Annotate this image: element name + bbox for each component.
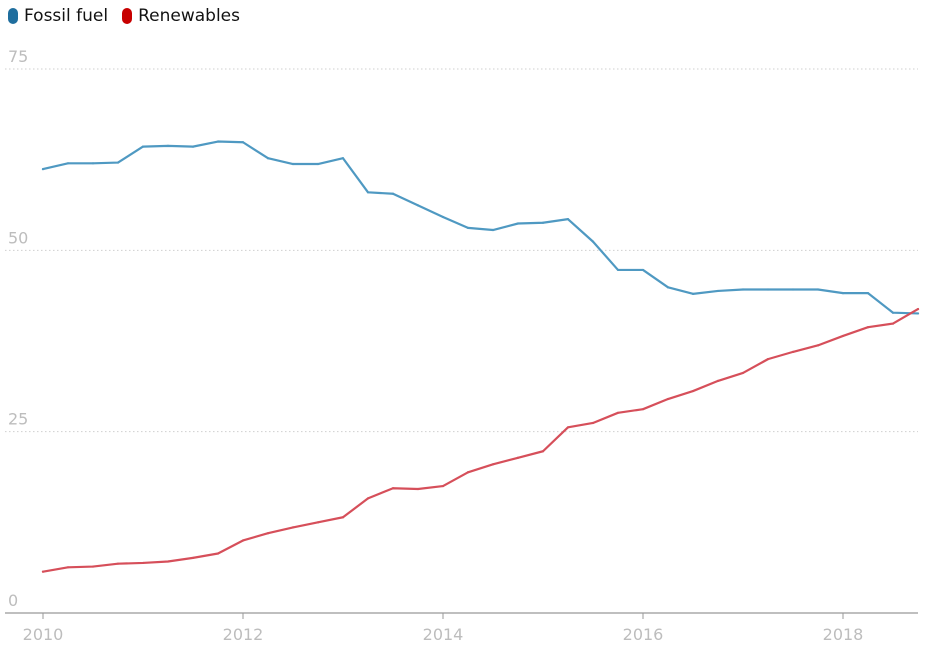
- data-point-renewables: [241, 539, 245, 542]
- data-point-fossil-fuel: [516, 222, 520, 225]
- data-point-fossil-fuel: [391, 192, 395, 195]
- data-point-renewables: [366, 497, 370, 500]
- data-point-fossil-fuel: [866, 292, 870, 295]
- x-tick-label: 2018: [823, 625, 864, 644]
- data-point-renewables: [316, 521, 320, 524]
- data-point-fossil-fuel: [791, 288, 795, 291]
- data-point-fossil-fuel: [66, 162, 70, 165]
- x-tick-label: 2014: [423, 625, 464, 644]
- legend: Fossil fuel Renewables: [8, 6, 240, 26]
- data-point-fossil-fuel: [166, 144, 170, 147]
- data-point-renewables: [691, 389, 695, 393]
- data-point-renewables: [441, 484, 445, 488]
- x-tick-label: 2016: [623, 625, 664, 644]
- data-point-fossil-fuel: [741, 288, 745, 291]
- data-point-fossil-fuel: [266, 157, 270, 160]
- data-point-fossil-fuel: [641, 268, 645, 272]
- x-axis: 2010 2012 2014 2016 2018: [23, 613, 864, 644]
- data-point-renewables: [191, 556, 195, 559]
- legend-label-renewables: Renewables: [138, 6, 240, 26]
- data-point-renewables: [916, 307, 920, 311]
- data-point-fossil-fuel: [466, 226, 470, 229]
- data-point-fossil-fuel: [366, 191, 370, 194]
- data-point-renewables: [266, 532, 270, 535]
- data-point-fossil-fuel: [91, 162, 95, 165]
- data-point-fossil-fuel: [116, 161, 120, 164]
- data-point-fossil-fuel: [316, 162, 320, 166]
- data-point-renewables: [841, 334, 845, 338]
- data-point-fossil-fuel: [216, 140, 220, 143]
- y-tick-label: 50: [8, 228, 28, 247]
- data-point-fossil-fuel: [766, 288, 770, 291]
- data-point-renewables: [416, 487, 420, 491]
- data-point-fossil-fuel: [616, 268, 620, 272]
- data-point-renewables: [291, 526, 295, 529]
- legend-item-fossil-fuel: Fossil fuel: [8, 6, 108, 26]
- data-point-fossil-fuel: [341, 157, 345, 160]
- legend-label-fossil-fuel: Fossil fuel: [24, 6, 109, 26]
- data-point-renewables: [66, 566, 70, 569]
- gridlines: [5, 68, 918, 614]
- data-point-fossil-fuel: [566, 218, 570, 221]
- x-tick-label: 2010: [23, 625, 64, 644]
- series-lines: [41, 140, 920, 573]
- data-point-fossil-fuel: [666, 286, 670, 289]
- data-point-renewables: [141, 561, 145, 565]
- data-point-fossil-fuel: [591, 240, 595, 243]
- data-point-fossil-fuel: [191, 145, 195, 148]
- y-axis: 0 25 50 75: [8, 47, 28, 610]
- data-point-renewables: [41, 570, 45, 573]
- data-point-fossil-fuel: [416, 204, 420, 207]
- data-point-fossil-fuel: [41, 167, 45, 171]
- legend-swatch-fossil-fuel: [8, 8, 18, 24]
- data-point-fossil-fuel: [916, 312, 920, 315]
- data-point-fossil-fuel: [891, 311, 895, 314]
- data-point-renewables: [666, 397, 670, 401]
- series-line-fossil-fuel: [41, 140, 920, 315]
- series-line-renewables: [41, 307, 920, 573]
- data-point-renewables: [91, 565, 95, 568]
- data-point-fossil-fuel: [491, 228, 495, 232]
- y-tick-label: 0: [8, 591, 18, 610]
- data-point-renewables: [491, 463, 495, 466]
- data-point-fossil-fuel: [816, 288, 820, 291]
- data-point-renewables: [816, 344, 820, 347]
- data-point-renewables: [166, 560, 170, 563]
- series-points-renewables: [41, 307, 920, 573]
- data-point-renewables: [791, 350, 795, 353]
- data-point-renewables: [116, 562, 120, 565]
- data-point-renewables: [391, 487, 395, 490]
- y-tick-label: 75: [8, 47, 28, 66]
- data-point-renewables: [716, 379, 720, 382]
- data-point-renewables: [866, 326, 870, 329]
- data-point-renewables: [891, 322, 895, 325]
- series-points-fossil-fuel: [41, 140, 920, 315]
- data-point-renewables: [766, 358, 770, 361]
- y-tick-label: 25: [8, 410, 28, 429]
- data-point-fossil-fuel: [291, 162, 295, 166]
- data-point-fossil-fuel: [141, 145, 145, 148]
- data-point-renewables: [216, 552, 220, 555]
- data-point-fossil-fuel: [716, 289, 720, 293]
- legend-swatch-renewables: [122, 8, 133, 24]
- data-point-fossil-fuel: [541, 221, 545, 224]
- data-point-renewables: [591, 421, 595, 425]
- data-point-renewables: [566, 426, 570, 429]
- data-point-renewables: [616, 411, 620, 414]
- legend-item-renewables: Renewables: [122, 6, 240, 26]
- data-point-fossil-fuel: [241, 141, 245, 144]
- data-point-renewables: [341, 516, 345, 519]
- data-point-renewables: [541, 450, 545, 453]
- x-tick-label: 2012: [223, 625, 264, 644]
- data-point-renewables: [466, 471, 470, 474]
- data-point-renewables: [741, 371, 745, 375]
- data-point-renewables: [641, 408, 645, 411]
- data-point-fossil-fuel: [441, 215, 445, 219]
- data-point-fossil-fuel: [841, 292, 845, 295]
- data-point-renewables: [516, 456, 520, 459]
- data-point-fossil-fuel: [691, 292, 695, 295]
